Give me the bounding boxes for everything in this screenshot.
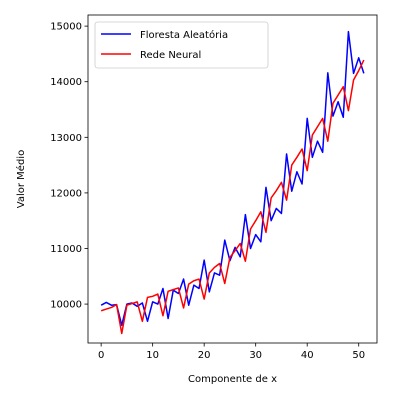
y-tick-label: 14000 [50, 77, 82, 88]
legend-label-1: Floresta Aleatória [140, 29, 228, 41]
series-line-2 [100, 59, 365, 335]
legend-label-2: Rede Neural [140, 50, 201, 61]
legend: Floresta Aleatória Rede Neural [94, 21, 269, 69]
y-tick-label: 15000 [50, 22, 82, 33]
x-axis-label: Componente de x [188, 374, 277, 385]
series-line-1 [100, 30, 365, 326]
y-tick-label: 11000 [50, 244, 82, 255]
x-tick-label: 10 [146, 350, 159, 361]
legend-box [94, 21, 269, 69]
y-tick-label: 13000 [50, 133, 82, 144]
plot-area [100, 30, 365, 335]
y-axis-label: Valor Médio [15, 150, 27, 208]
x-tick-label: 50 [352, 350, 365, 361]
y-tick-label: 12000 [50, 188, 82, 199]
axes: 0 10 20 30 40 50 10000 11000 12000 13000 14000 1500… [50, 14, 378, 361]
x-tick-label: 0 [98, 350, 104, 361]
y-tick-label: 10000 [50, 300, 82, 311]
x-tick-label: 30 [249, 350, 262, 361]
plot-frame [87, 14, 378, 344]
x-tick-label: 40 [301, 350, 314, 361]
x-tick-label: 20 [198, 350, 211, 361]
